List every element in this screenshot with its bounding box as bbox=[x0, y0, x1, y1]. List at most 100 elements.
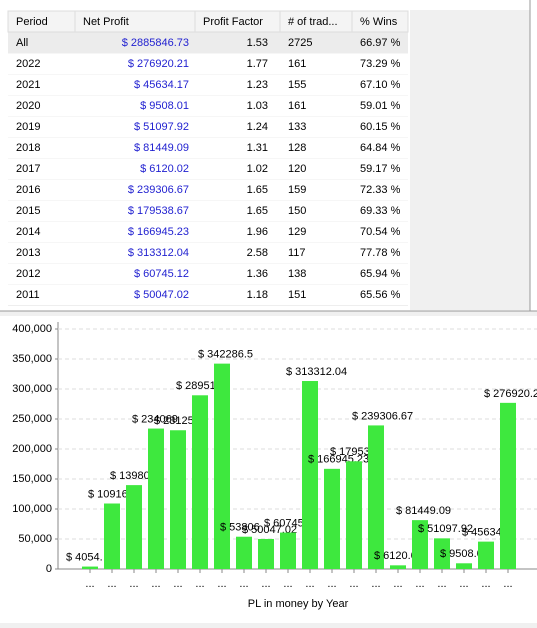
cell-net-profit: $ 51097.92 bbox=[134, 121, 189, 133]
data-label: $ 289513 bbox=[176, 380, 222, 392]
cell-net-profit: $ 179538.67 bbox=[128, 205, 189, 217]
data-label: $ 231252 bbox=[154, 415, 200, 427]
x-tick-label: ... bbox=[415, 578, 424, 590]
data-label: $ 239306.67 bbox=[352, 410, 413, 422]
data-label: $ 276920.21 bbox=[484, 388, 537, 400]
cell: 117 bbox=[288, 247, 306, 259]
bar bbox=[324, 468, 340, 569]
cell: 133 bbox=[288, 121, 306, 133]
cell: 1.53 bbox=[247, 37, 268, 49]
cell: 2011 bbox=[16, 289, 40, 301]
cell: 59.17 % bbox=[360, 163, 401, 175]
cell: 2022 bbox=[16, 58, 40, 70]
bar bbox=[390, 565, 406, 569]
column-header: Profit Factor bbox=[203, 16, 263, 28]
cell: 2016 bbox=[16, 184, 40, 196]
cell-net-profit: $ 276920.21 bbox=[128, 58, 189, 70]
column-header: % Wins bbox=[360, 16, 398, 28]
x-tick-label: ... bbox=[371, 578, 380, 590]
cell-net-profit: $ 6120.02 bbox=[140, 163, 189, 175]
bar bbox=[170, 430, 186, 569]
row-bg bbox=[8, 95, 408, 117]
y-tick-label: 150,000 bbox=[12, 473, 52, 485]
row-bg bbox=[8, 284, 408, 306]
cell: 155 bbox=[288, 79, 306, 91]
y-tick-label: 300,000 bbox=[12, 383, 52, 395]
cell-net-profit: $ 239306.67 bbox=[128, 184, 189, 196]
bar bbox=[302, 381, 318, 569]
cell: 1.65 bbox=[247, 184, 268, 196]
x-tick-label: ... bbox=[283, 578, 292, 590]
cell: 1.23 bbox=[247, 79, 268, 91]
row-bg bbox=[8, 32, 408, 54]
cell: 64.84 % bbox=[360, 142, 401, 154]
bar bbox=[126, 485, 142, 569]
row-bg bbox=[8, 158, 408, 180]
cell: 1.36 bbox=[247, 268, 268, 280]
data-label: $ 53806 bbox=[220, 522, 260, 534]
cell: 150 bbox=[288, 205, 306, 217]
bar bbox=[82, 566, 98, 569]
cell: 1.24 bbox=[247, 121, 268, 133]
x-tick-label: ... bbox=[195, 578, 204, 590]
data-label: $ 313312.04 bbox=[286, 366, 347, 378]
data-label: $ 342286.5 bbox=[198, 349, 253, 361]
x-tick-label: ... bbox=[349, 578, 358, 590]
data-label: $ 6120.0 bbox=[374, 550, 417, 562]
cell: 1.03 bbox=[247, 100, 268, 112]
data-label: $ 45634. bbox=[462, 527, 505, 539]
cell: 77.78 % bbox=[360, 247, 401, 259]
x-tick-label: ... bbox=[327, 578, 336, 590]
cell-net-profit: $ 9508.01 bbox=[140, 100, 189, 112]
row-bg bbox=[8, 116, 408, 138]
cell: 72.33 % bbox=[360, 184, 401, 196]
cell-net-profit: $ 166945.23 bbox=[128, 226, 189, 238]
cell: 2015 bbox=[16, 205, 40, 217]
cell: 2019 bbox=[16, 121, 40, 133]
cell: 65.56 % bbox=[360, 289, 401, 301]
data-label: $ 109168 bbox=[88, 488, 134, 500]
row-bg bbox=[8, 263, 408, 285]
x-tick-label: ... bbox=[129, 578, 138, 590]
cell: 2.58 bbox=[247, 247, 268, 259]
bar bbox=[214, 363, 230, 569]
y-tick-label: 100,000 bbox=[12, 503, 52, 515]
cell: 1.77 bbox=[247, 58, 268, 70]
y-tick-label: 400,000 bbox=[12, 323, 52, 335]
x-tick-label: ... bbox=[239, 578, 248, 590]
x-tick-label: ... bbox=[261, 578, 270, 590]
x-tick-label: ... bbox=[459, 578, 468, 590]
bar bbox=[346, 461, 362, 569]
bar bbox=[500, 402, 516, 569]
bar bbox=[192, 395, 208, 569]
x-tick-label: ... bbox=[393, 578, 402, 590]
column-header: Period bbox=[16, 16, 48, 28]
cell: 2017 bbox=[16, 163, 40, 175]
cell: 1.65 bbox=[247, 205, 268, 217]
cell: 60.15 % bbox=[360, 121, 401, 133]
y-tick-label: 50,000 bbox=[18, 533, 52, 545]
bar bbox=[280, 532, 296, 569]
x-tick-label: ... bbox=[173, 578, 182, 590]
data-label: $ 51097.92 bbox=[418, 523, 473, 535]
row-bg bbox=[8, 221, 408, 243]
x-tick-label: ... bbox=[107, 578, 116, 590]
data-label: $ 234069 bbox=[132, 413, 178, 425]
cell: 2018 bbox=[16, 142, 40, 154]
cell: 1.02 bbox=[247, 163, 268, 175]
row-bg bbox=[8, 200, 408, 222]
data-label: $ 9508.0 bbox=[440, 548, 483, 560]
cell: 2725 bbox=[288, 37, 312, 49]
cell-net-profit: $ 45634.17 bbox=[134, 79, 189, 91]
bar bbox=[368, 425, 384, 569]
row-bg bbox=[8, 242, 408, 264]
cell: 67.10 % bbox=[360, 79, 401, 91]
cell: 2021 bbox=[16, 79, 40, 91]
cell-net-profit: $ 2885846.73 bbox=[122, 37, 189, 49]
data-label: $ 81449.09 bbox=[396, 505, 451, 517]
cell: 128 bbox=[288, 142, 306, 154]
bar bbox=[478, 541, 494, 569]
cell: 59.01 % bbox=[360, 100, 401, 112]
column-header: # of trad... bbox=[288, 16, 338, 28]
